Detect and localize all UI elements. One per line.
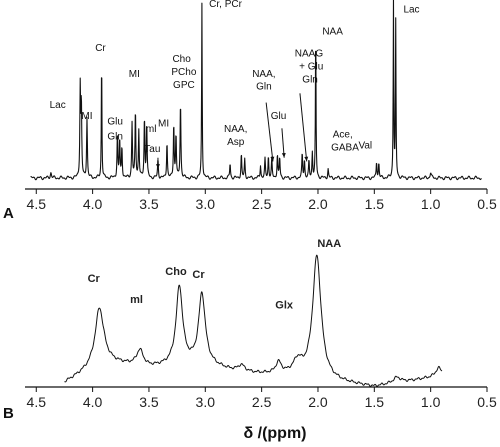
x-tick-label: 3.5 — [139, 394, 159, 410]
peak-annotation: NAAG — [295, 49, 324, 60]
peak-annotation: NAA — [322, 26, 343, 37]
peak-annotation: Cr — [95, 43, 106, 54]
peak-annotation: Asp — [227, 137, 245, 148]
peak-annotation: PCho — [171, 67, 196, 78]
annotation-arrowhead — [156, 164, 160, 169]
x-tick-label: 4.5 — [27, 196, 47, 212]
spectrum-trace — [64, 254, 443, 387]
peak-annotation: ml — [146, 124, 157, 135]
x-tick-label: 2.0 — [308, 196, 328, 212]
peak-annotation: Lac — [403, 4, 419, 15]
x-tick-label: 2.0 — [308, 394, 328, 410]
annotation-arrowhead — [304, 156, 309, 162]
x-tick-label: 1.5 — [365, 196, 385, 212]
panel-a-spectrum: 4.5 4.0 3.5 3.0 2.5 2.0 1.5 1.0 0.5 Cr, PCr Lac NAA… — [25, 0, 497, 212]
spectrum-trace — [30, 0, 482, 181]
x-tick-label: 1.5 — [365, 394, 385, 410]
x-tick-label: 3.5 — [139, 196, 159, 212]
peak-annotation: Cr — [192, 269, 205, 281]
annotation-arrowhead — [270, 156, 275, 162]
x-tick-label: 3.0 — [196, 196, 216, 212]
peak-annotation: Gln — [302, 74, 318, 85]
peak-annotation: Glu — [271, 111, 287, 122]
x-tick-label: 3.0 — [196, 394, 216, 410]
peak-annotation: Cho — [165, 266, 187, 278]
peak-annotation: Gln — [256, 82, 272, 93]
peak-annotation: Lac — [50, 100, 66, 111]
x-tick-label: 0.5 — [477, 196, 497, 212]
peak-annotation: GABA — [331, 142, 359, 153]
peak-annotation: NAA, — [252, 69, 275, 80]
x-tick-label: 4.0 — [83, 394, 103, 410]
peak-annotation: MI — [81, 111, 92, 122]
x-tick-label: 0.5 — [477, 394, 497, 410]
peak-annotation: Cho — [172, 54, 191, 65]
annotation-arrow — [281, 128, 285, 158]
x-tick-label: 4.0 — [83, 196, 103, 212]
x-tick-label: 4.5 — [27, 394, 47, 410]
panel-letter-a: A — [3, 205, 14, 222]
peak-annotation: Cr — [88, 273, 101, 285]
x-tick-label: 1.0 — [421, 196, 441, 212]
peak-annotation: Tau — [144, 144, 160, 155]
annotation-arrowhead — [281, 152, 286, 158]
peak-annotation: MI — [129, 69, 140, 80]
peak-annotation: MI — [158, 118, 169, 129]
annotation-arrow — [299, 93, 308, 162]
peak-annotation: Glx — [275, 300, 294, 312]
peak-annotation: Ace, — [333, 129, 353, 140]
peak-annotation: Cr, PCr — [209, 0, 242, 10]
x-axis-title: δ /(ppm) — [243, 425, 306, 442]
panel-letter-b: B — [3, 405, 14, 422]
peak-annotation: Gln — [107, 131, 123, 142]
peak-annotation: NAA — [317, 238, 341, 250]
peak-annotation: Glu — [107, 117, 123, 128]
peak-annotation: ml — [130, 294, 143, 306]
annotation-arrow — [265, 102, 274, 162]
peak-annotation: GPC — [173, 80, 195, 91]
x-tick-label: 2.5 — [252, 394, 272, 410]
peak-annotation: NAA, — [224, 124, 247, 135]
x-tick-label: 1.0 — [421, 394, 441, 410]
peak-annotation: + Glu — [299, 61, 323, 72]
peak-annotation: Val — [358, 141, 372, 152]
x-tick-label: 2.5 — [252, 196, 272, 212]
panel-b-spectrum: 4.5 4.0 3.5 3.0 2.5 2.0 1.5 1.0 0.5 NAA Cr ml Cho Cr G… — [25, 238, 497, 410]
